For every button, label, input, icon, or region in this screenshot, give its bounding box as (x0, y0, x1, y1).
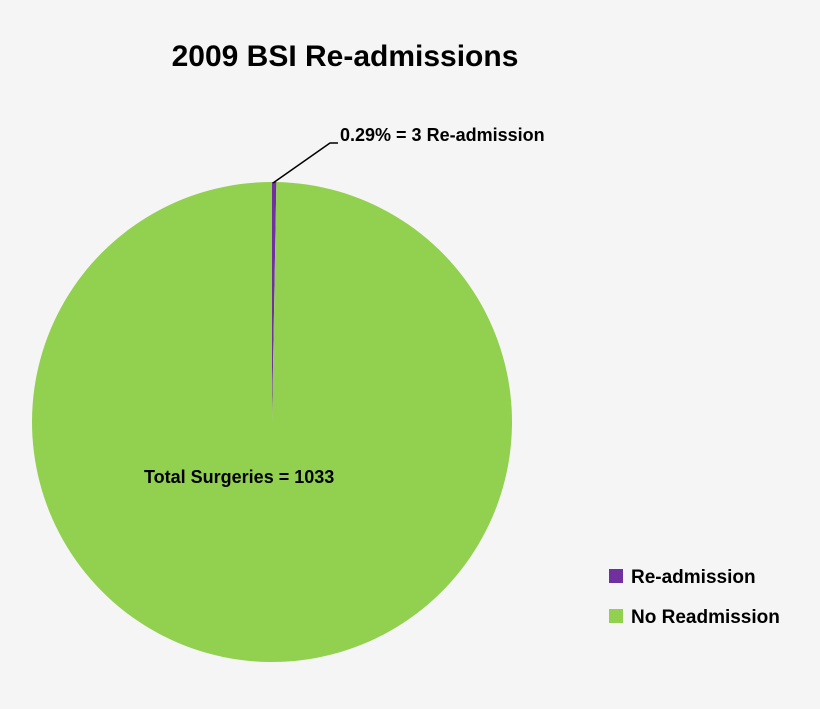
pie-slice-no-readmission (32, 182, 513, 662)
pie-slice-re-admission (272, 182, 277, 422)
legend-label-re-admission: Re-admission (631, 567, 756, 588)
legend-label-no-readmission: No Readmission (631, 607, 780, 628)
data-label-total-surgeries: Total Surgeries = 1033 (144, 467, 334, 487)
data-label-re-admission: 0.29% = 3 Re-admission (340, 125, 545, 145)
legend: Re-admission No Readmission (609, 567, 780, 628)
pie-slices (32, 182, 513, 662)
legend-swatch-no-readmission (609, 609, 623, 623)
chart-title: 2009 BSI Re-admissions (172, 40, 519, 73)
legend-swatch-re-admission (609, 569, 623, 583)
data-label-leader-line (272, 142, 338, 184)
